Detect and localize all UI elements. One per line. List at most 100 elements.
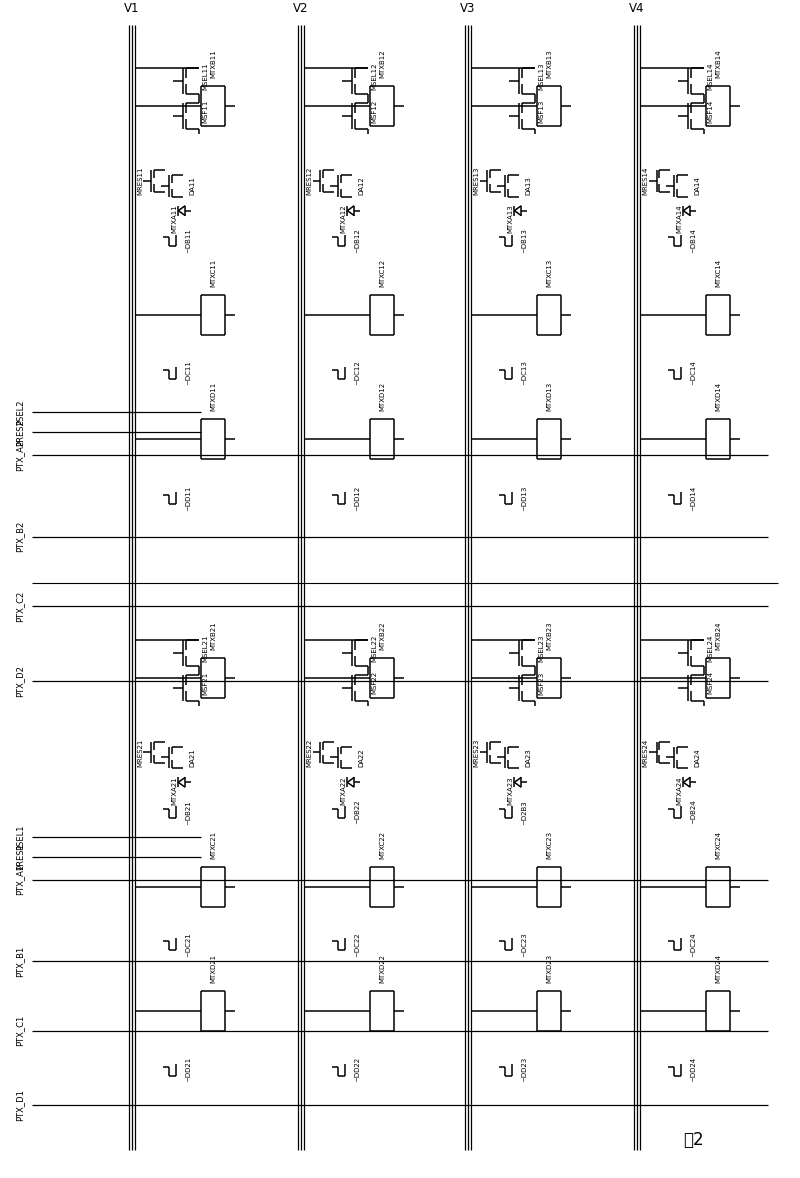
Text: MTXD14: MTXD14 bbox=[715, 383, 721, 411]
Text: PTX_B1: PTX_B1 bbox=[16, 946, 25, 977]
Text: ~DC22: ~DC22 bbox=[354, 932, 360, 957]
Text: MTXC23: MTXC23 bbox=[546, 830, 552, 859]
Text: MRES14: MRES14 bbox=[642, 166, 649, 196]
Text: MSEL23: MSEL23 bbox=[538, 634, 544, 662]
Text: MTXB13: MTXB13 bbox=[546, 49, 552, 79]
Text: MTXD24: MTXD24 bbox=[715, 954, 721, 984]
Text: MTXC13: MTXC13 bbox=[546, 259, 552, 287]
Text: MRES24: MRES24 bbox=[642, 739, 649, 767]
Text: ~DD21: ~DD21 bbox=[186, 1057, 191, 1083]
Text: PTX_C1: PTX_C1 bbox=[16, 1015, 25, 1046]
Text: MTXA22: MTXA22 bbox=[340, 776, 346, 805]
Text: ~DB21: ~DB21 bbox=[186, 800, 191, 825]
Text: ~DB12: ~DB12 bbox=[354, 229, 360, 253]
Text: MTXC14: MTXC14 bbox=[715, 259, 721, 287]
Text: MTXB22: MTXB22 bbox=[379, 622, 385, 650]
Text: 图2: 图2 bbox=[683, 1131, 703, 1150]
Text: MTXD12: MTXD12 bbox=[379, 383, 385, 411]
Text: MTXC21: MTXC21 bbox=[210, 830, 216, 859]
Text: MTXB11: MTXB11 bbox=[210, 49, 216, 79]
Text: DA12: DA12 bbox=[358, 177, 364, 196]
Text: MTXB21: MTXB21 bbox=[210, 622, 216, 650]
Text: MSF11: MSF11 bbox=[202, 100, 208, 123]
Text: MSEL13: MSEL13 bbox=[538, 62, 544, 91]
Text: ~DD24: ~DD24 bbox=[690, 1057, 696, 1083]
Text: PRES1: PRES1 bbox=[16, 843, 25, 871]
Text: DA23: DA23 bbox=[526, 748, 531, 767]
Text: PRES2: PRES2 bbox=[16, 419, 25, 445]
Text: MSF12: MSF12 bbox=[371, 100, 377, 123]
Text: MTXD21: MTXD21 bbox=[210, 954, 216, 984]
Text: MRES12: MRES12 bbox=[306, 166, 313, 196]
Text: MSF13: MSF13 bbox=[538, 100, 544, 123]
Text: MTXA14: MTXA14 bbox=[676, 205, 682, 233]
Text: ~DC14: ~DC14 bbox=[690, 360, 696, 385]
Text: MSEL22: MSEL22 bbox=[371, 635, 377, 662]
Text: MTXC12: MTXC12 bbox=[379, 259, 385, 287]
Text: MTXA11: MTXA11 bbox=[171, 205, 178, 233]
Text: ~DD13: ~DD13 bbox=[522, 485, 527, 510]
Text: PTX_A2: PTX_A2 bbox=[16, 439, 25, 471]
Text: ~DC23: ~DC23 bbox=[522, 932, 527, 957]
Text: MSF23: MSF23 bbox=[538, 671, 544, 695]
Text: PTX_A1: PTX_A1 bbox=[16, 865, 25, 895]
Text: ~DD11: ~DD11 bbox=[186, 485, 191, 510]
Text: MSEL24: MSEL24 bbox=[707, 635, 714, 662]
Text: PTX_D1: PTX_D1 bbox=[16, 1090, 25, 1121]
Text: ~DD14: ~DD14 bbox=[690, 485, 696, 510]
Text: MRES22: MRES22 bbox=[306, 739, 313, 767]
Text: MTXB23: MTXB23 bbox=[546, 622, 552, 650]
Text: MTXA24: MTXA24 bbox=[676, 776, 682, 805]
Text: MSF22: MSF22 bbox=[371, 671, 377, 695]
Text: V4: V4 bbox=[629, 2, 644, 15]
Text: MSEL14: MSEL14 bbox=[707, 62, 714, 91]
Text: ~DB11: ~DB11 bbox=[186, 229, 191, 253]
Text: ~DB14: ~DB14 bbox=[690, 229, 696, 253]
Text: PTX_C2: PTX_C2 bbox=[16, 590, 25, 622]
Text: MTXA13: MTXA13 bbox=[507, 205, 514, 233]
Text: PTX_B2: PTX_B2 bbox=[16, 521, 25, 552]
Text: MTXC22: MTXC22 bbox=[379, 830, 385, 859]
Text: PTX_D2: PTX_D2 bbox=[16, 664, 25, 697]
Text: DA22: DA22 bbox=[358, 748, 364, 767]
Text: ~DD23: ~DD23 bbox=[522, 1057, 527, 1083]
Text: MTXB14: MTXB14 bbox=[715, 49, 721, 79]
Text: ~DC13: ~DC13 bbox=[522, 360, 527, 385]
Text: ~DD12: ~DD12 bbox=[354, 485, 360, 510]
Text: MSEL12: MSEL12 bbox=[371, 62, 377, 91]
Text: PSEL2: PSEL2 bbox=[16, 399, 25, 425]
Text: MTXD22: MTXD22 bbox=[379, 954, 385, 984]
Text: MTXD23: MTXD23 bbox=[546, 954, 552, 984]
Text: MTXC24: MTXC24 bbox=[715, 830, 721, 859]
Text: MSF14: MSF14 bbox=[707, 100, 714, 123]
Text: MTXB12: MTXB12 bbox=[379, 49, 385, 79]
Text: MSF21: MSF21 bbox=[202, 671, 208, 695]
Text: ~DC11: ~DC11 bbox=[186, 360, 191, 385]
Text: MSEL21: MSEL21 bbox=[202, 634, 208, 662]
Text: MTXD11: MTXD11 bbox=[210, 382, 216, 411]
Text: MTXB24: MTXB24 bbox=[715, 622, 721, 650]
Text: MTXA21: MTXA21 bbox=[171, 776, 178, 805]
Text: MTXC11: MTXC11 bbox=[210, 259, 216, 287]
Text: ~DB24: ~DB24 bbox=[690, 800, 696, 825]
Text: DA13: DA13 bbox=[526, 177, 531, 196]
Text: MSF24: MSF24 bbox=[707, 671, 714, 695]
Text: MRES11: MRES11 bbox=[138, 166, 143, 196]
Text: ~D2B3: ~D2B3 bbox=[522, 800, 527, 825]
Text: ~DB13: ~DB13 bbox=[522, 229, 527, 253]
Text: DA24: DA24 bbox=[694, 748, 700, 767]
Text: V2: V2 bbox=[293, 2, 308, 15]
Text: V3: V3 bbox=[460, 2, 475, 15]
Text: MTXA23: MTXA23 bbox=[507, 776, 514, 805]
Text: ~DC21: ~DC21 bbox=[186, 932, 191, 957]
Text: MRES13: MRES13 bbox=[474, 166, 479, 196]
Text: ~DC12: ~DC12 bbox=[354, 360, 360, 385]
Text: DA14: DA14 bbox=[694, 177, 700, 196]
Text: MSEL11: MSEL11 bbox=[202, 62, 208, 91]
Text: PSEL1: PSEL1 bbox=[16, 825, 25, 849]
Text: ~DB22: ~DB22 bbox=[354, 800, 360, 825]
Text: MTXA12: MTXA12 bbox=[340, 205, 346, 233]
Text: DA11: DA11 bbox=[190, 177, 195, 196]
Text: ~DD22: ~DD22 bbox=[354, 1057, 360, 1083]
Text: MRES21: MRES21 bbox=[138, 739, 143, 767]
